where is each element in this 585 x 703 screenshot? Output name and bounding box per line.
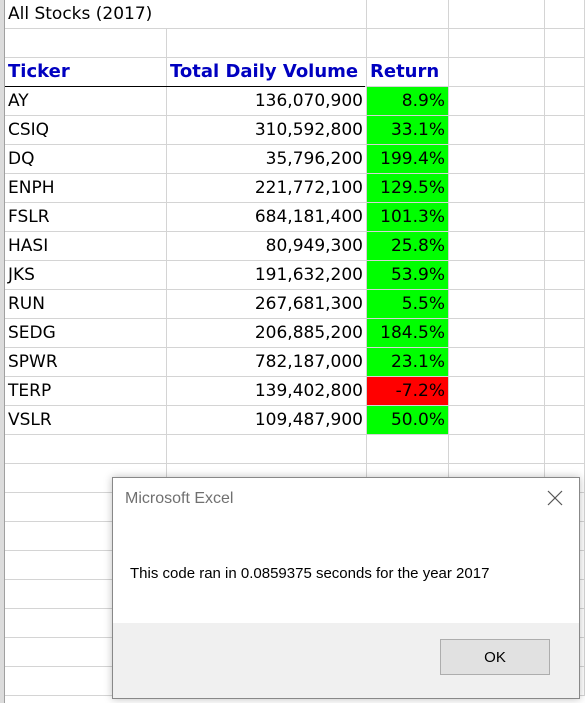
return-cell[interactable]: 101.3% xyxy=(367,203,449,232)
return-cell[interactable]: 33.1% xyxy=(367,116,449,145)
empty-cell[interactable] xyxy=(449,232,545,261)
volume-cell[interactable]: 136,070,900 xyxy=(167,87,367,116)
ticker-cell[interactable]: AY xyxy=(5,87,167,116)
empty-cell[interactable] xyxy=(545,348,585,377)
close-icon[interactable] xyxy=(545,488,565,508)
empty-cell[interactable] xyxy=(545,29,585,58)
return-cell[interactable]: 23.1% xyxy=(367,348,449,377)
empty-cell[interactable] xyxy=(449,261,545,290)
ticker-cell[interactable]: JKS xyxy=(5,261,167,290)
empty-cell[interactable] xyxy=(449,203,545,232)
ok-button[interactable]: OK xyxy=(440,639,550,675)
return-cell[interactable]: 8.9% xyxy=(367,87,449,116)
empty-cell[interactable] xyxy=(449,348,545,377)
empty-cell[interactable] xyxy=(367,0,449,29)
empty-cell[interactable] xyxy=(545,145,585,174)
empty-cell[interactable] xyxy=(545,58,585,87)
empty-cell[interactable] xyxy=(545,435,585,464)
return-cell[interactable]: 5.5% xyxy=(367,290,449,319)
dialog-title: Microsoft Excel xyxy=(125,490,234,507)
return-cell[interactable]: 129.5% xyxy=(367,174,449,203)
return-cell[interactable]: 25.8% xyxy=(367,232,449,261)
empty-cell[interactable] xyxy=(545,261,585,290)
sheet-title-cell[interactable]: All Stocks (2017) xyxy=(5,0,167,29)
header-return[interactable]: Return xyxy=(367,58,449,87)
empty-cell[interactable] xyxy=(449,406,545,435)
volume-cell[interactable]: 191,632,200 xyxy=(167,261,367,290)
ticker-cell[interactable]: SEDG xyxy=(5,319,167,348)
empty-cell[interactable] xyxy=(545,290,585,319)
worksheet-left-edge xyxy=(0,0,5,703)
empty-cell[interactable] xyxy=(449,174,545,203)
ticker-cell[interactable]: SPWR xyxy=(5,348,167,377)
volume-cell[interactable]: 139,402,800 xyxy=(167,377,367,406)
empty-cell[interactable] xyxy=(449,290,545,319)
empty-cell[interactable] xyxy=(545,174,585,203)
ticker-cell[interactable]: RUN xyxy=(5,290,167,319)
volume-cell[interactable]: 782,187,000 xyxy=(167,348,367,377)
ticker-cell[interactable]: HASI xyxy=(5,232,167,261)
dialog-footer: OK xyxy=(113,623,579,698)
empty-cell[interactable] xyxy=(545,0,585,29)
empty-cell[interactable] xyxy=(449,145,545,174)
volume-cell[interactable]: 206,885,200 xyxy=(167,319,367,348)
volume-cell[interactable]: 80,949,300 xyxy=(167,232,367,261)
empty-cell[interactable] xyxy=(167,435,367,464)
empty-cell[interactable] xyxy=(449,58,545,87)
empty-cell[interactable] xyxy=(449,377,545,406)
empty-cell[interactable] xyxy=(545,319,585,348)
empty-cell[interactable] xyxy=(5,435,167,464)
ticker-cell[interactable]: VSLR xyxy=(5,406,167,435)
empty-cell[interactable] xyxy=(449,0,545,29)
empty-cell[interactable] xyxy=(545,203,585,232)
header-underline xyxy=(5,86,365,87)
empty-cell[interactable] xyxy=(545,377,585,406)
empty-cell[interactable] xyxy=(545,87,585,116)
header-total-daily-volume[interactable]: Total Daily Volume xyxy=(167,58,367,87)
empty-cell[interactable] xyxy=(545,232,585,261)
volume-cell[interactable]: 267,681,300 xyxy=(167,290,367,319)
dialog-message: This code ran in 0.0859375 seconds for t… xyxy=(130,565,490,582)
volume-cell[interactable]: 221,772,100 xyxy=(167,174,367,203)
return-cell[interactable]: 50.0% xyxy=(367,406,449,435)
message-box-dialog: Microsoft Excel This code ran in 0.08593… xyxy=(112,477,580,699)
volume-cell[interactable]: 684,181,400 xyxy=(167,203,367,232)
empty-cell[interactable] xyxy=(449,116,545,145)
header-ticker[interactable]: Ticker xyxy=(5,58,167,87)
empty-cell[interactable] xyxy=(545,406,585,435)
volume-cell[interactable]: 109,487,900 xyxy=(167,406,367,435)
volume-cell[interactable]: 310,592,800 xyxy=(167,116,367,145)
return-cell[interactable]: 53.9% xyxy=(367,261,449,290)
ticker-cell[interactable]: FSLR xyxy=(5,203,167,232)
empty-cell[interactable] xyxy=(367,29,449,58)
empty-cell[interactable] xyxy=(167,29,367,58)
empty-cell[interactable] xyxy=(449,319,545,348)
ticker-cell[interactable]: TERP xyxy=(5,377,167,406)
empty-cell[interactable] xyxy=(367,435,449,464)
empty-cell[interactable] xyxy=(5,29,167,58)
ticker-cell[interactable]: ENPH xyxy=(5,174,167,203)
empty-cell[interactable] xyxy=(449,87,545,116)
empty-cell[interactable] xyxy=(449,29,545,58)
volume-cell[interactable]: 35,796,200 xyxy=(167,145,367,174)
empty-cell[interactable] xyxy=(449,435,545,464)
ticker-cell[interactable]: CSIQ xyxy=(5,116,167,145)
empty-cell[interactable] xyxy=(167,0,367,29)
empty-cell[interactable] xyxy=(545,116,585,145)
ticker-cell[interactable]: DQ xyxy=(5,145,167,174)
return-cell[interactable]: -7.2% xyxy=(367,377,449,406)
return-cell[interactable]: 199.4% xyxy=(367,145,449,174)
return-cell[interactable]: 184.5% xyxy=(367,319,449,348)
